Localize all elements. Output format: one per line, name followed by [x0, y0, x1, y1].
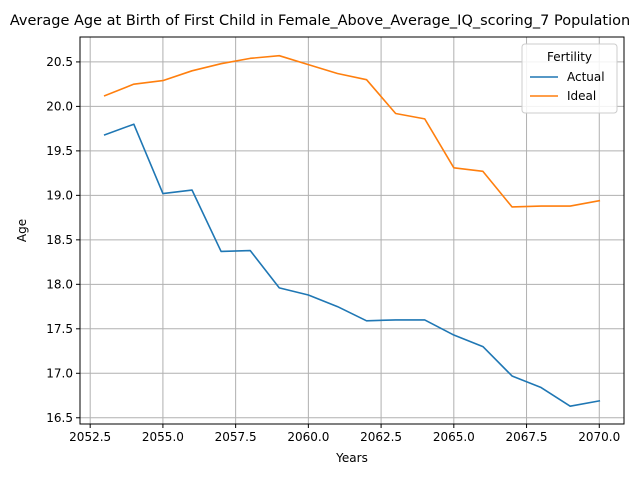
y-tick-label: 17.0 [46, 366, 73, 380]
y-tick-label: 19.0 [46, 188, 73, 202]
plot-frame [79, 36, 625, 425]
x-tick-label: 2067.5 [506, 430, 548, 444]
y-tick-label: 17.5 [46, 322, 73, 336]
legend-title: Fertility [547, 50, 592, 64]
x-axis: 2052.5 2055.0 2057.5 2060.0 2062.5 2065.0 2067… [69, 424, 620, 444]
y-tick-label: 20.5 [46, 55, 73, 69]
chart-title: Average Age at Birth of First Child in F… [10, 13, 630, 29]
x-tick-label: 2057.5 [215, 430, 257, 444]
x-tick-label: 2052.5 [69, 430, 111, 444]
x-tick-label: 2060.0 [287, 430, 329, 444]
legend-entry-ideal: Ideal [567, 89, 596, 103]
x-tick-label: 2062.5 [360, 430, 402, 444]
x-tick-label: 2065.0 [433, 430, 475, 444]
x-tick-label: 2055.0 [142, 430, 184, 444]
x-axis-label: Years [335, 451, 368, 465]
x-tick-label: 2070.0 [578, 430, 620, 444]
y-axis: 16.5 17.0 17.5 18.0 18.5 19.0 19.5 20.0 20.5 [46, 55, 80, 425]
series-layer [103, 54, 601, 408]
legend: Fertility Actual Ideal [521, 43, 618, 114]
y-tick-label: 19.5 [46, 144, 73, 158]
grid [80, 37, 624, 424]
y-axis-label: Age [15, 219, 29, 242]
series-line-actual [103, 123, 601, 408]
y-tick-label: 20.0 [46, 99, 73, 113]
legend-entry-actual: Actual [567, 70, 605, 84]
series-line-ideal [103, 54, 601, 208]
y-tick-label: 18.0 [46, 277, 73, 291]
y-tick-label: 18.5 [46, 233, 73, 247]
y-tick-label: 16.5 [46, 411, 73, 425]
